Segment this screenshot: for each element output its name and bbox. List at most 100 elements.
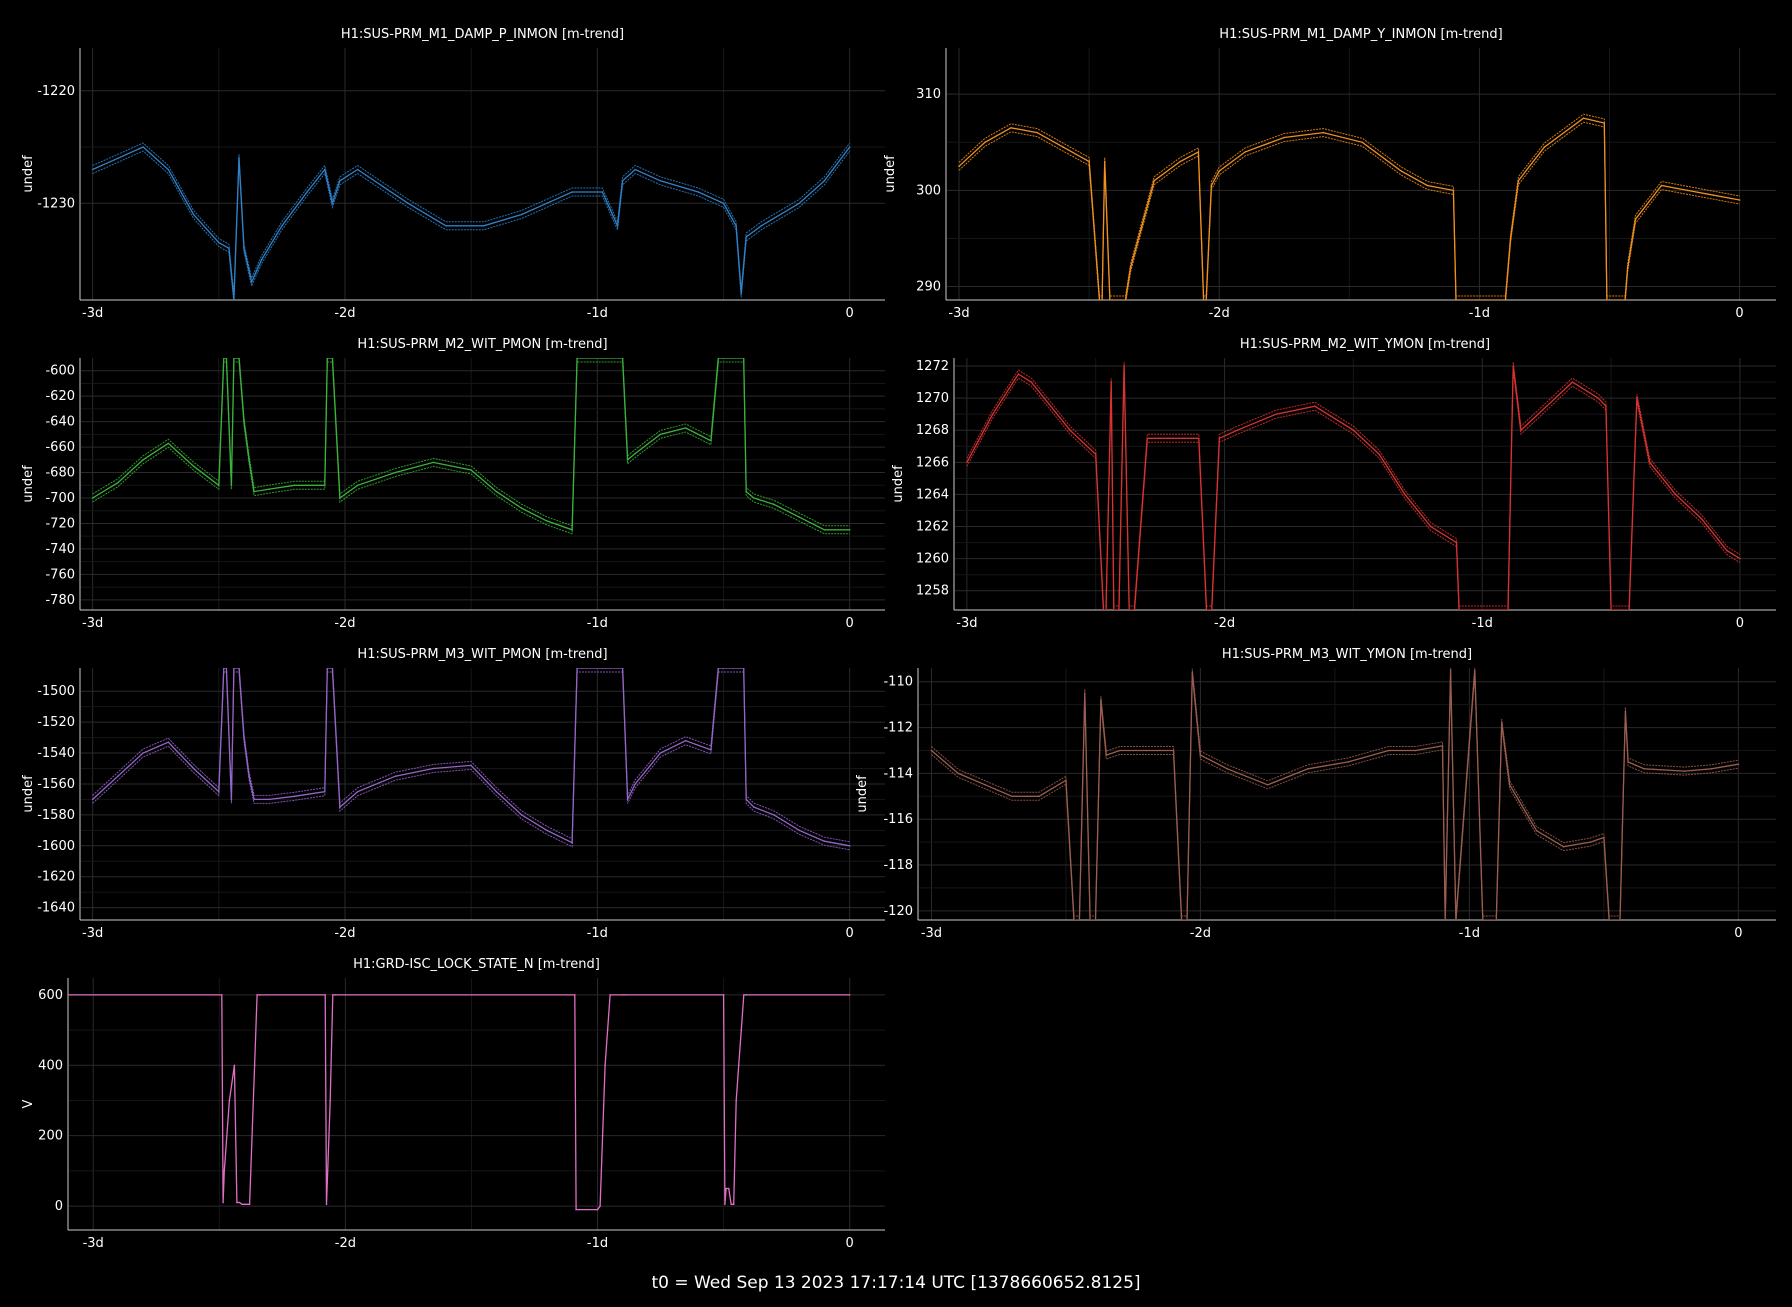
data-point — [1105, 609, 1107, 610]
series-min-line — [92, 671, 850, 851]
data-point — [339, 497, 341, 499]
y-axis-label: undef — [21, 775, 36, 813]
plot-panel-3: H1:SUS-PRM_M2_WIT_YMON [m-trend] -3d -2d -1… — [891, 337, 1776, 631]
plot-panel-5: H1:SUS-PRM_M3_WIT_YMON [m-trend] -3d -2d -1… — [855, 647, 1776, 941]
plot-title: H1:SUS-PRM_M1_DAMP_P_INMON [m-trend] — [341, 27, 624, 42]
data-point — [1205, 609, 1208, 610]
data-point — [735, 1099, 737, 1102]
data-point — [382, 185, 384, 188]
data-point — [1517, 179, 1520, 182]
data-point — [1084, 692, 1086, 694]
data-point — [735, 225, 737, 227]
data-point — [1508, 784, 1511, 786]
data-point — [407, 202, 409, 205]
data-point — [697, 191, 700, 193]
plot-panel-2: H1:SUS-PRM_M2_WIT_PMON [m-trend] -3d -2d -1… — [21, 337, 885, 631]
x-tick-label: -3d — [82, 616, 103, 631]
data-point — [1145, 749, 1148, 752]
data-point — [634, 168, 636, 171]
data-point — [1100, 699, 1102, 701]
x-tick-label: 0 — [1736, 616, 1744, 631]
data-point — [606, 1029, 609, 1031]
y-tick-label: -1230 — [37, 196, 75, 211]
data-point — [1426, 184, 1429, 187]
data-point — [238, 1201, 241, 1204]
data-point — [1674, 493, 1677, 496]
x-tick-label: -2d — [334, 616, 355, 631]
data-point — [1608, 919, 1610, 920]
data-point — [1460, 609, 1463, 610]
data-point — [1314, 405, 1316, 408]
y-tick-label: -1620 — [37, 870, 75, 885]
plot-title: H1:GRD-ISC_LOCK_STATE_N [m-trend] — [353, 957, 600, 972]
data-point — [596, 1208, 599, 1211]
data-point — [238, 157, 240, 160]
data-point — [1089, 919, 1091, 920]
data-point — [324, 168, 326, 171]
x-tick-label: -3d — [956, 616, 977, 631]
y-tick-label: -118 — [883, 858, 913, 873]
data-point — [1738, 199, 1741, 201]
data-point — [331, 668, 334, 669]
data-point — [1073, 919, 1075, 920]
y-tick-label: -620 — [45, 389, 75, 404]
data-point — [710, 749, 712, 751]
data-point — [1605, 405, 1607, 408]
x-tick-label: -2d — [335, 1236, 356, 1251]
data-point — [233, 668, 235, 669]
y-axis-label: undef — [891, 465, 906, 503]
data-point — [745, 798, 747, 801]
data-point — [1191, 671, 1194, 674]
data-point — [1441, 745, 1444, 747]
data-point — [1179, 160, 1181, 163]
data-point — [1660, 184, 1663, 187]
plot-title: H1:SUS-PRM_M2_WIT_PMON [m-trend] — [357, 337, 607, 352]
data-point — [221, 994, 223, 996]
data-point — [495, 790, 498, 793]
data-point — [1545, 405, 1548, 408]
data-point — [1710, 768, 1713, 770]
data-point — [1202, 299, 1205, 300]
data-point — [117, 481, 119, 484]
data-point — [1455, 919, 1457, 920]
data-point — [1686, 189, 1689, 192]
data-point — [243, 420, 245, 423]
data-point — [1482, 919, 1484, 920]
data-point — [253, 798, 255, 801]
data-point — [1606, 299, 1608, 300]
data-point — [255, 270, 258, 272]
data-point — [760, 225, 763, 227]
x-tick-label: -2d — [334, 306, 355, 321]
x-tick-label: -2d — [1190, 926, 1211, 941]
data-point — [732, 358, 735, 359]
x-tick-label: 0 — [1735, 306, 1743, 321]
data-point — [616, 225, 619, 227]
data-point — [1153, 179, 1155, 182]
data-point — [1236, 429, 1239, 432]
data-point — [848, 146, 851, 148]
data-point — [732, 1203, 735, 1206]
plot-title: H1:SUS-PRM_M1_DAMP_Y_INMON [m-trend] — [1219, 27, 1502, 42]
data-point — [243, 1203, 246, 1206]
data-point — [1094, 453, 1097, 456]
time-origin-label: t0 = Wed Sep 13 2023 17:17:14 UTC [13786… — [651, 1273, 1140, 1293]
data-point — [192, 767, 195, 770]
y-tick-label: -114 — [883, 766, 913, 781]
data-point — [326, 1170, 329, 1172]
data-point — [1094, 919, 1097, 920]
data-point — [218, 241, 220, 244]
y-tick-label: -760 — [45, 567, 75, 582]
data-point — [248, 459, 250, 461]
x-tick-label: -1d — [587, 926, 608, 941]
data-point — [930, 749, 933, 752]
data-point — [222, 1201, 224, 1204]
data-point — [1543, 146, 1546, 148]
data-point — [1210, 184, 1213, 187]
x-tick-label: -1d — [587, 1236, 608, 1251]
data-point — [984, 141, 986, 144]
data-point — [626, 798, 629, 801]
data-point — [1500, 722, 1503, 724]
data-point — [574, 994, 576, 996]
data-point — [167, 741, 170, 743]
data-point — [684, 739, 687, 742]
